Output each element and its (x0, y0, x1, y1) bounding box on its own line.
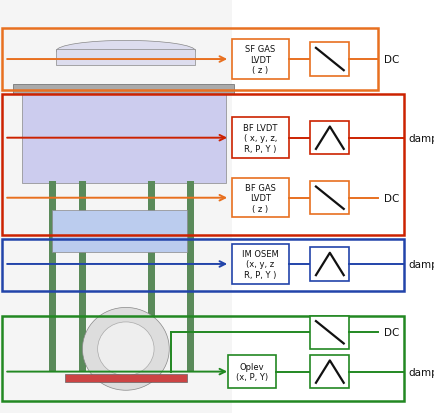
Bar (310, 248, 349, 281)
Text: DC: DC (384, 328, 399, 337)
Bar (232, 40, 289, 79)
Bar (79, 182, 86, 372)
Text: damping: damping (408, 133, 434, 143)
Text: DC: DC (384, 55, 399, 65)
Bar (2, 29, 378, 91)
Text: damping: damping (408, 367, 434, 377)
Bar (2, 240, 404, 291)
Text: Oplev
(x, P, Y): Oplev (x, P, Y) (236, 362, 268, 381)
Bar (148, 182, 155, 372)
Text: damping: damping (408, 259, 434, 269)
Bar (187, 182, 194, 372)
Bar (310, 182, 349, 215)
Bar (52, 211, 187, 252)
Text: DC: DC (384, 193, 399, 203)
Text: SF GAS
LVDT
( z ): SF GAS LVDT ( z ) (245, 45, 276, 75)
Bar (232, 178, 289, 218)
Bar (228, 355, 276, 388)
Bar (56, 50, 195, 66)
Bar (2, 95, 404, 235)
Bar (22, 93, 226, 184)
Text: IM OSEM
(x, y, z
R, P, Y ): IM OSEM (x, y, z R, P, Y ) (242, 249, 279, 279)
Text: BF LVDT
( x, y, z,
R, P, Y ): BF LVDT ( x, y, z, R, P, Y ) (243, 123, 278, 153)
Circle shape (82, 308, 169, 390)
Text: BF GAS
LVDT
( z ): BF GAS LVDT ( z ) (245, 183, 276, 213)
Bar (65, 375, 187, 382)
Bar (2, 316, 404, 401)
Bar (310, 43, 349, 76)
Bar (232, 244, 289, 284)
Bar (232, 118, 289, 159)
Bar (310, 316, 349, 349)
Bar (310, 355, 349, 388)
Bar (310, 122, 349, 155)
Bar (0, 0, 232, 413)
Bar (49, 182, 56, 372)
Bar (13, 85, 234, 95)
Circle shape (98, 322, 154, 376)
Ellipse shape (56, 41, 195, 62)
